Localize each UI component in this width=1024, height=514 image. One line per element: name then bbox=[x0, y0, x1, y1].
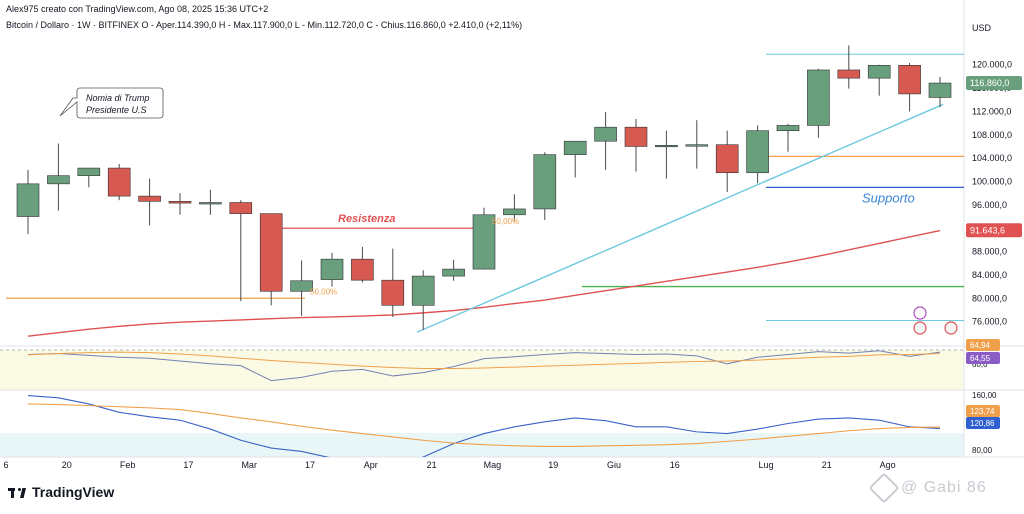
candle-body bbox=[594, 126, 617, 142]
x-tick-label: Ago bbox=[880, 460, 896, 470]
y-tick-label: 80.000,0 bbox=[972, 293, 1007, 303]
x-tick-label: Lug bbox=[758, 460, 773, 470]
rsi-value-tag bbox=[966, 352, 1000, 364]
y-tick-label: 76.000,0 bbox=[972, 317, 1007, 327]
candle-body bbox=[442, 268, 465, 277]
candle-body bbox=[290, 280, 313, 292]
cci-value-tag bbox=[966, 405, 1000, 417]
candle-body bbox=[138, 195, 161, 202]
x-tick-label: 6 bbox=[3, 460, 8, 470]
candle-body bbox=[381, 279, 405, 306]
y-tick-label: 88.000,0 bbox=[972, 247, 1007, 257]
rsi-line bbox=[27, 351, 941, 369]
y-tick-label: 100.000,0 bbox=[972, 177, 1012, 187]
currency-label: USD bbox=[972, 23, 992, 33]
tradingview-logo[interactable]: TradingView bbox=[8, 484, 114, 500]
x-tick-label: Feb bbox=[120, 460, 136, 470]
cci-axis-label: 80,00 bbox=[972, 446, 993, 455]
candle-body bbox=[533, 154, 557, 210]
cci-line bbox=[27, 395, 941, 457]
rsi-zone bbox=[0, 350, 964, 390]
rsi-axis-label: 60,0 bbox=[972, 360, 988, 369]
resistance-label: Resistenza bbox=[338, 213, 395, 225]
x-tick-label: Mag bbox=[484, 460, 502, 470]
candle-body bbox=[746, 130, 769, 174]
candle-body bbox=[928, 82, 952, 98]
us-flag-event-icon bbox=[944, 321, 958, 335]
x-tick-label: 20 bbox=[62, 460, 72, 470]
price-tag bbox=[966, 223, 1022, 238]
x-tick-label: 19 bbox=[548, 460, 558, 470]
candle-body bbox=[837, 69, 861, 79]
price-tag-label: 116.860,0 bbox=[970, 78, 1009, 88]
candle-body bbox=[411, 275, 435, 306]
lightning-event-icon bbox=[913, 306, 927, 320]
candle-body bbox=[655, 144, 678, 148]
x-tick-label: 21 bbox=[427, 460, 437, 470]
x-tick-label: Mar bbox=[241, 460, 257, 470]
symbol-info: Bitcoin / Dollaro · 1W · BITFINEX O - Ap… bbox=[6, 20, 523, 30]
candle-body bbox=[259, 213, 283, 292]
y-tick-label: 112.000,0 bbox=[972, 106, 1011, 116]
tradingview-logo-text: TradingView bbox=[32, 484, 115, 500]
candle-body bbox=[867, 64, 891, 79]
candle-body bbox=[472, 214, 496, 270]
candle-body bbox=[77, 167, 101, 176]
callout-bubble bbox=[59, 87, 164, 119]
watermark-icon bbox=[868, 472, 900, 504]
callout-text: Nomia di Trump bbox=[86, 93, 149, 103]
candle-body bbox=[16, 183, 40, 217]
y-tick-label: 120.000,0 bbox=[972, 60, 1012, 70]
y-tick-label: 104.000,0 bbox=[972, 153, 1012, 163]
y-tick-label: 108.000,0 bbox=[972, 130, 1012, 140]
support-label: Supporto bbox=[862, 190, 915, 205]
us-flag-event-icon bbox=[913, 321, 927, 335]
rsi-value-label: 64,55 bbox=[970, 354, 991, 363]
candle-body bbox=[776, 125, 800, 131]
rsi-line bbox=[27, 350, 941, 382]
watermark-text: @ Gabi 86 bbox=[901, 479, 987, 496]
moving-average-line bbox=[27, 229, 941, 337]
candle-body bbox=[107, 167, 131, 197]
candle-body bbox=[351, 258, 374, 281]
x-tick-label: Apr bbox=[364, 460, 378, 470]
callout-text: Presidente U.S bbox=[86, 105, 147, 115]
fib-label: 50,00% bbox=[310, 287, 337, 296]
candle-body bbox=[168, 201, 192, 204]
candle-body bbox=[898, 64, 921, 95]
x-tick-label: 17 bbox=[183, 460, 193, 470]
candle-body bbox=[624, 126, 648, 147]
x-tick-label: 16 bbox=[670, 460, 680, 470]
candle-body bbox=[320, 258, 344, 280]
candle-body bbox=[563, 140, 587, 155]
candle-body bbox=[503, 208, 526, 216]
cci-value-tag bbox=[966, 417, 1000, 429]
cci-value-label: 123,74 bbox=[970, 407, 995, 416]
x-tick-label: 17 bbox=[305, 460, 315, 470]
y-tick-label: 96.000,0 bbox=[972, 200, 1007, 210]
author-watermark: @ Gabi 86 bbox=[868, 472, 987, 504]
price-tag-label: 91.643,6 bbox=[970, 225, 1005, 235]
price-tag bbox=[966, 76, 1022, 91]
candle-body bbox=[199, 202, 222, 205]
x-tick-label: Giu bbox=[607, 460, 621, 470]
fib-label: 50,00% bbox=[492, 217, 519, 226]
trendline bbox=[416, 103, 944, 333]
cci-axis-label: 160,00 bbox=[972, 391, 997, 400]
rsi-value-tag bbox=[966, 339, 1000, 351]
tradingview-logo-icon bbox=[8, 486, 28, 498]
chart-credit: Alex975 creato con TradingView.com, Ago … bbox=[6, 4, 269, 14]
cci-line bbox=[27, 403, 941, 447]
candle-body bbox=[685, 144, 709, 147]
candle-body bbox=[229, 202, 253, 214]
candle-body bbox=[47, 175, 70, 185]
candle-body bbox=[807, 69, 830, 126]
rsi-value-label: 64,94 bbox=[970, 341, 991, 350]
y-tick-label: 84.000,0 bbox=[972, 270, 1007, 280]
x-tick-label: 21 bbox=[822, 460, 832, 470]
candle-body bbox=[715, 144, 739, 174]
cci-value-label: 120,86 bbox=[970, 419, 995, 428]
